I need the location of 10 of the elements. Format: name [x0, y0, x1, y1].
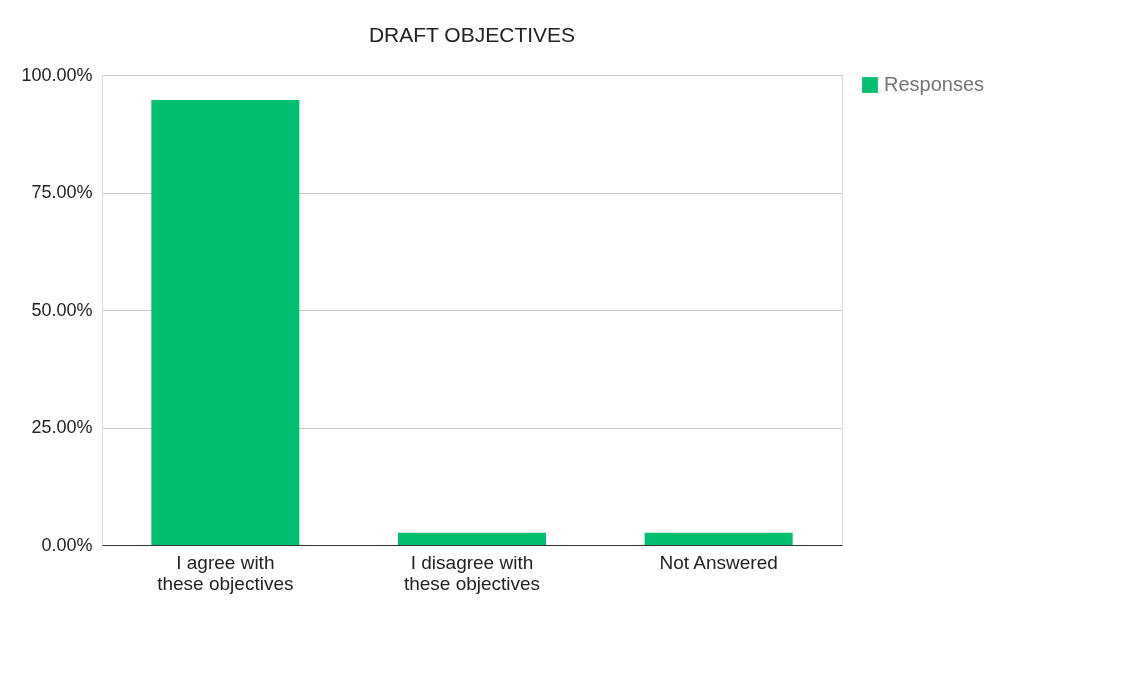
y-tick-label: 25.00%: [31, 417, 93, 437]
x-tick-label: I agree with these objectives: [157, 551, 294, 594]
y-tick-label: 50.00%: [31, 299, 93, 320]
y-tick-label: 75.00%: [31, 182, 93, 202]
legend-label: Responses: [884, 73, 985, 95]
chart-title: DRAFT OBJECTIVES: [368, 23, 576, 46]
x-tick-label: Not Answered: [659, 551, 778, 573]
y-tick-label: 100.00%: [21, 64, 93, 85]
y-tick-label: 0.00%: [41, 534, 93, 555]
x-tick-label: I disagree with these objectives: [403, 551, 541, 594]
